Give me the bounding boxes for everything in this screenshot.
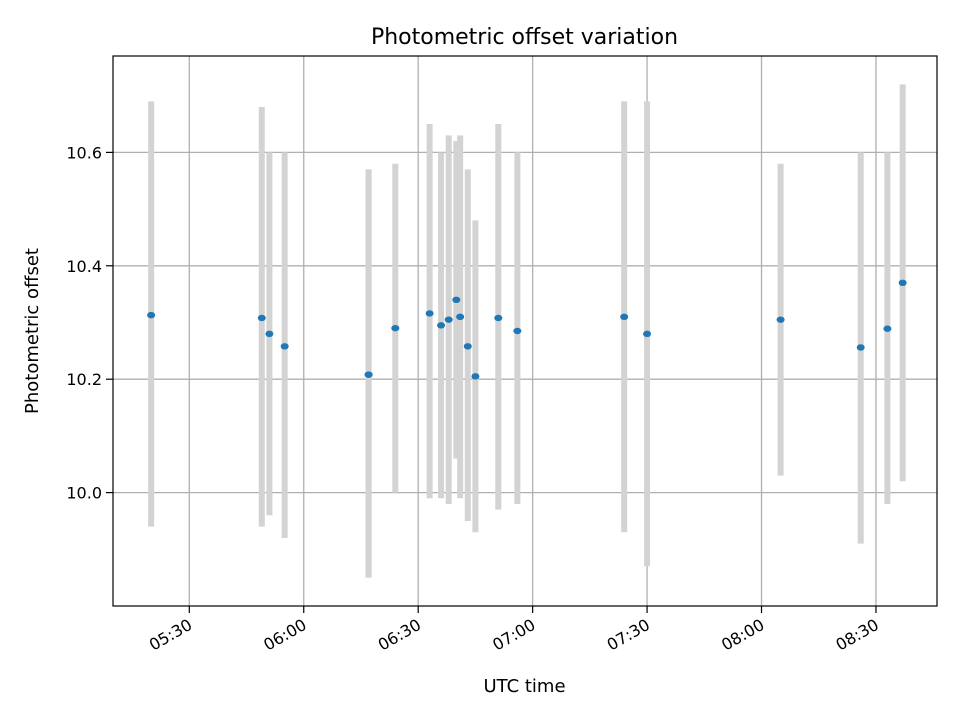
data-point [494, 314, 503, 322]
y-tick-label: 10.0 [66, 484, 102, 503]
data-point [776, 316, 785, 323]
data-point [257, 314, 266, 322]
data-point [280, 343, 289, 350]
y-axis-label: Photometric offset [22, 248, 43, 414]
error-bars [148, 84, 906, 578]
x-tick-label: 07:00 [489, 615, 538, 655]
data-point [425, 310, 434, 317]
data-point [265, 330, 274, 338]
x-tick-label: 07:30 [604, 615, 653, 655]
data-point [391, 324, 400, 332]
data-point [643, 330, 652, 338]
x-axis-ticks: 05:30 06:00 06:30 07:00 07:30 08:00 08:30 [146, 606, 882, 655]
x-tick-label: 06:30 [375, 615, 424, 655]
data-point [898, 279, 907, 287]
data-point [147, 311, 156, 319]
x-axis-label: UTC time [483, 676, 565, 697]
data-point [364, 371, 373, 378]
data-point [444, 316, 453, 323]
data-point [437, 322, 446, 329]
y-tick-label: 10.4 [66, 257, 102, 276]
grid-lines [113, 56, 937, 606]
y-tick-label: 10.6 [66, 143, 102, 162]
chart-title: Photometric offset variation [371, 25, 678, 50]
x-tick-label: 06:00 [260, 615, 309, 655]
data-points [147, 279, 907, 380]
x-tick-label: 08:00 [718, 615, 767, 655]
x-tick-label: 08:30 [833, 615, 882, 655]
data-point [456, 313, 465, 321]
data-point [856, 344, 865, 351]
data-point [883, 325, 892, 332]
x-tick-label: 05:30 [146, 615, 195, 655]
data-point [620, 313, 629, 321]
data-point [452, 296, 461, 304]
data-point [513, 327, 522, 335]
data-point [471, 373, 480, 380]
y-tick-label: 10.2 [66, 370, 102, 389]
y-axis-ticks: 10.0 10.2 10.4 10.6 [66, 143, 113, 503]
plot-frame [112, 55, 938, 607]
data-point [463, 343, 472, 350]
